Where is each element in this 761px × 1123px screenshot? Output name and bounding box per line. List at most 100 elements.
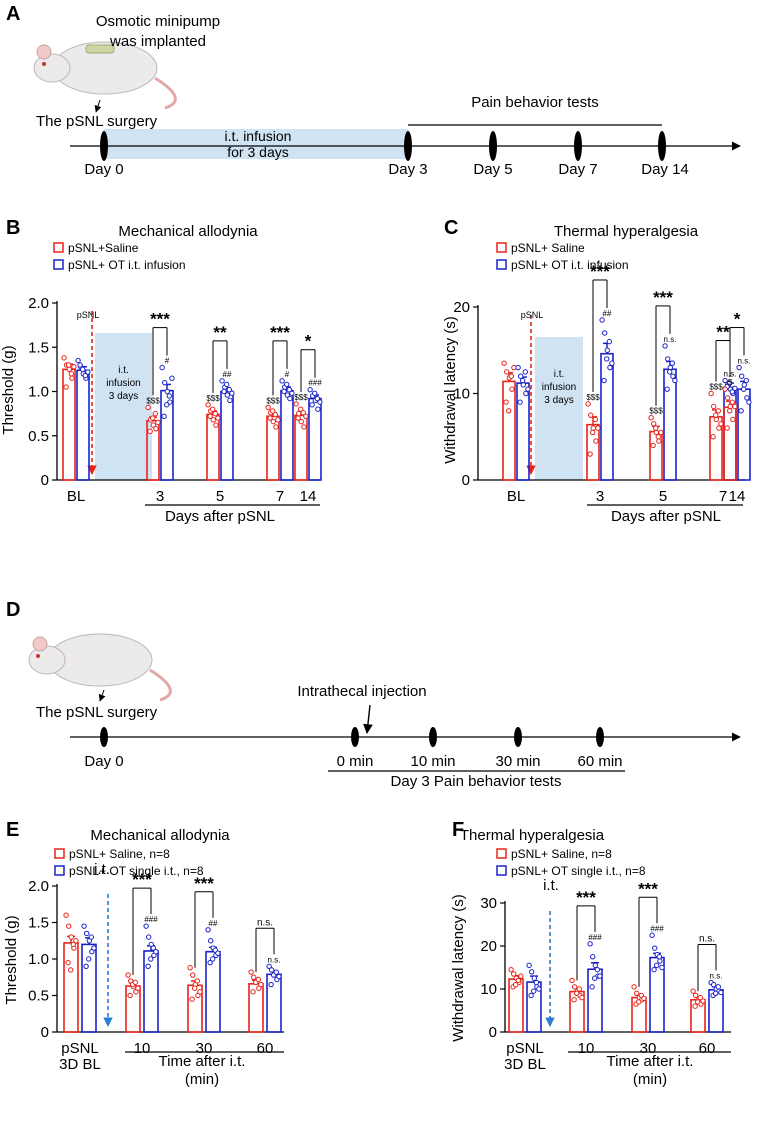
significance-mark: $$$ [146,396,160,405]
significance-mark: ### [308,379,322,388]
x-tick-label: 3 [156,488,164,505]
data-point [658,429,664,436]
data-point [590,429,596,436]
data-point [143,923,149,929]
comparison-label: * [734,310,741,329]
data-point [298,418,304,425]
data-point [258,981,264,988]
legend-swatch [496,242,507,253]
panel-letter: E [6,819,19,841]
comparison-label: n.s. [699,934,715,945]
data-point [224,381,230,388]
bar-ot [663,368,677,481]
significance-mark: $$$ [709,383,723,392]
data-point [132,979,139,986]
data-point [522,369,528,375]
data-point [569,977,575,984]
data-point [187,965,193,971]
data-point [708,390,714,397]
data-point [513,982,519,988]
y-tick-label: 0 [41,1024,49,1041]
x-axis-label: Days after pSNL [165,508,275,525]
data-point [86,956,92,962]
data-point [593,438,599,444]
data-point [656,954,662,960]
data-point [730,416,736,423]
data-point [716,425,722,431]
data-point [273,969,279,975]
data-point [587,451,593,457]
data-point [224,392,231,398]
data-point [508,373,514,379]
data-point [255,976,261,983]
timeline-tick-label: Day 5 [473,161,512,178]
y-axis-label: Withdrawal latency (s) [442,316,459,464]
data-point [159,364,165,371]
data-point [604,356,610,362]
x-tick-label: 7 [276,488,284,505]
data-point [269,967,275,973]
data-point [71,364,77,370]
chart-title: Thermal hyperalgesia [554,223,699,240]
data-point [736,364,742,371]
data-point [268,981,274,988]
data-point [509,386,515,392]
data-point [574,990,580,996]
y-tick-label: 1.5 [28,915,49,932]
data-point [300,410,306,416]
data-point [520,382,526,388]
y-tick-label: 2.0 [28,878,49,895]
data-point [210,406,216,412]
data-point [520,377,526,384]
data-point [161,413,167,419]
timeline-mark [658,131,666,161]
data-point [690,988,696,994]
data-point [653,429,659,436]
significance-mark: n.s. [268,955,281,964]
data-point [504,369,510,375]
mouse-illustration [33,41,177,110]
timeline-tick-label: Day 3 [388,161,427,178]
data-point [266,963,272,969]
x-tick-label: 5 [216,488,224,505]
data-point [589,984,595,990]
legend-label: pSNL+ Saline, n=8 [511,847,612,861]
infusion-shade-label: 3 days [544,395,573,406]
x-tick-label: pSNL [506,1040,544,1057]
event-marker-label: pSNL [521,310,544,320]
x-axis-label: Days after pSNL [611,508,721,525]
panel-letter: F [452,819,464,841]
data-point [66,923,72,929]
timeline-tick-label: 60 min [577,753,622,770]
infusion-shade-label: infusion [106,378,140,389]
data-point [744,395,750,401]
data-point [572,984,578,990]
data-point [506,408,512,414]
data-point [648,415,654,421]
panel-letter: B [6,217,20,239]
x-tick-label: 10 [134,1040,151,1057]
data-point [576,986,582,992]
data-point [652,945,658,951]
data-point [88,934,95,940]
significance-mark: n.s. [738,357,751,366]
data-point [309,402,315,408]
data-point [164,388,171,395]
data-point [713,412,719,418]
data-point [77,362,83,368]
x-tick-label: 3D BL [59,1056,101,1073]
data-point [91,945,97,951]
y-tick-label: 20 [453,299,470,316]
comparison-label: *** [150,310,170,329]
comparison-label: n.s. [257,917,273,928]
data-point [655,434,661,440]
data-point [501,360,507,366]
panel-letter-d: D [6,599,20,621]
data-point [670,373,676,379]
significance-mark: n.s. [664,335,677,344]
data-point [145,404,151,411]
timeline-mark [574,131,582,161]
data-point [693,992,699,999]
data-point [579,994,585,1001]
